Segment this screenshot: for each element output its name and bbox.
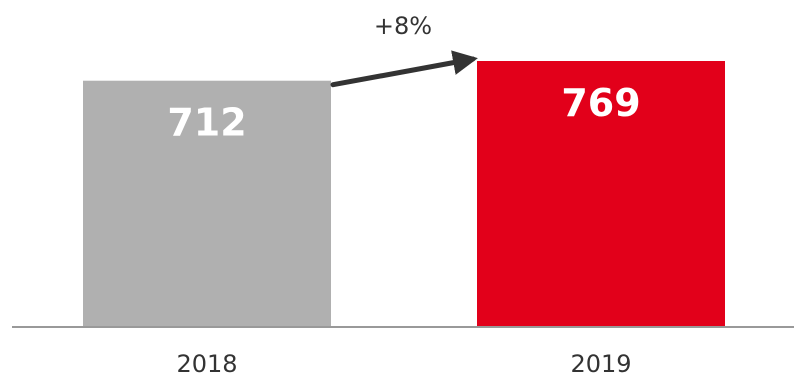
change-label: +8% bbox=[374, 12, 432, 40]
labels-layer: 712 2018 769 2019 bbox=[167, 81, 640, 377]
bar-2018 bbox=[83, 80, 331, 327]
change-arrow bbox=[330, 50, 478, 88]
annotation-layer: +8% bbox=[330, 12, 478, 88]
x-tick-label-2019: 2019 bbox=[570, 350, 631, 377]
x-tick-label-2018: 2018 bbox=[176, 350, 237, 377]
bar-2019 bbox=[477, 61, 725, 327]
bars-layer bbox=[83, 61, 725, 327]
data-label-2018: 712 bbox=[167, 101, 246, 145]
data-label-2019: 769 bbox=[561, 81, 640, 125]
